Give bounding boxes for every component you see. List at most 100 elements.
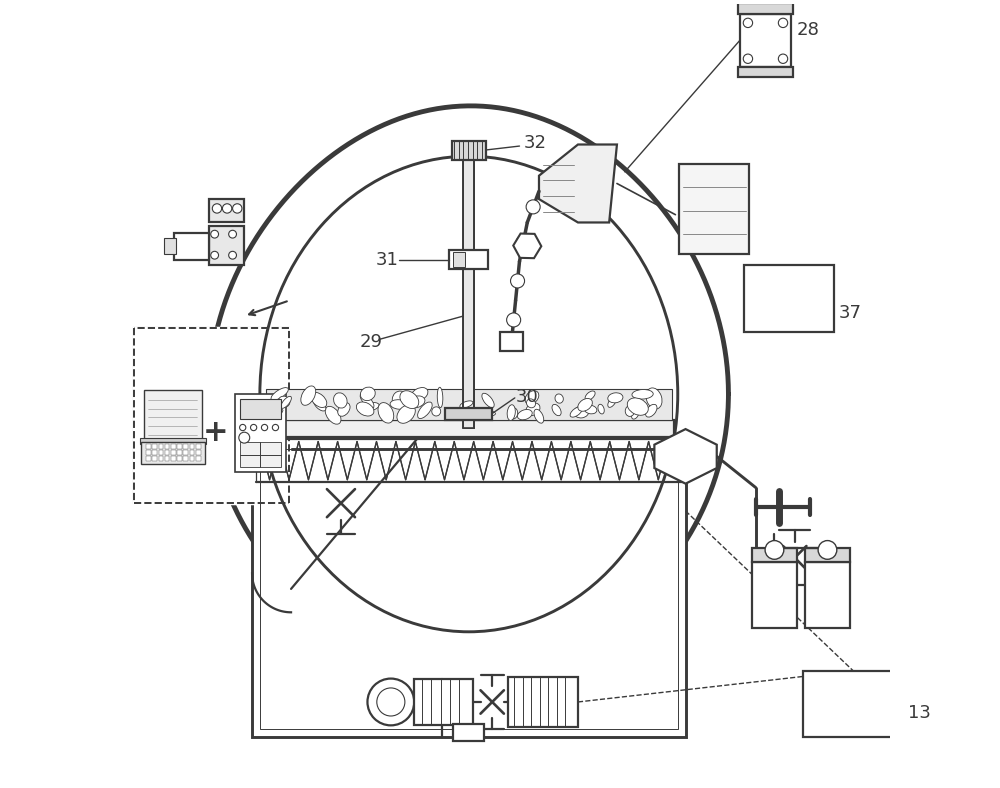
Bar (679, 164, 749, 254)
Bar (752, 562, 797, 628)
Bar (159, 456, 163, 461)
Bar (264, 420, 674, 437)
Ellipse shape (301, 386, 316, 405)
Text: 31: 31 (375, 251, 398, 269)
Bar (196, 450, 201, 455)
Polygon shape (654, 429, 717, 484)
Ellipse shape (408, 396, 425, 407)
Bar (144, 390, 202, 440)
Circle shape (526, 200, 540, 214)
Ellipse shape (378, 403, 394, 423)
Polygon shape (209, 106, 728, 667)
Bar (146, 456, 151, 461)
Bar (190, 456, 194, 461)
Bar (134, 328, 289, 504)
Bar (449, 250, 488, 269)
Ellipse shape (392, 391, 407, 408)
Ellipse shape (525, 391, 539, 404)
Circle shape (743, 54, 753, 63)
Bar (171, 450, 176, 455)
Ellipse shape (574, 406, 589, 418)
Bar (152, 456, 157, 461)
Ellipse shape (278, 396, 290, 407)
Bar (240, 399, 281, 419)
Ellipse shape (552, 404, 561, 416)
Bar (177, 456, 182, 461)
Circle shape (229, 230, 236, 238)
Ellipse shape (555, 394, 563, 403)
Ellipse shape (584, 405, 597, 414)
Ellipse shape (578, 399, 592, 411)
Bar (196, 444, 201, 448)
Circle shape (251, 425, 257, 431)
Bar (177, 444, 182, 448)
Bar (146, 444, 151, 448)
Ellipse shape (627, 398, 648, 415)
Bar (159, 450, 163, 455)
Circle shape (511, 274, 525, 288)
Bar (463, 152, 474, 429)
Bar (152, 450, 157, 455)
Bar (165, 444, 169, 448)
Ellipse shape (267, 410, 283, 419)
Bar (165, 450, 169, 455)
Ellipse shape (646, 388, 662, 409)
Ellipse shape (508, 407, 518, 419)
Bar (266, 388, 672, 420)
Bar (738, 3, 793, 13)
Circle shape (239, 432, 250, 443)
Circle shape (765, 541, 784, 559)
Circle shape (377, 688, 405, 716)
Ellipse shape (632, 389, 653, 399)
Circle shape (516, 235, 530, 249)
Ellipse shape (507, 405, 515, 421)
Ellipse shape (360, 387, 375, 400)
Ellipse shape (390, 400, 408, 409)
Circle shape (743, 18, 753, 28)
Ellipse shape (526, 399, 536, 407)
Ellipse shape (476, 411, 495, 417)
Ellipse shape (585, 391, 595, 400)
Bar (240, 441, 281, 467)
Circle shape (211, 230, 219, 238)
Ellipse shape (311, 392, 327, 407)
Bar (740, 13, 791, 66)
Bar (744, 266, 834, 332)
Bar (190, 444, 194, 448)
Bar (196, 456, 201, 461)
Circle shape (233, 204, 242, 213)
Bar (171, 456, 176, 461)
Ellipse shape (632, 410, 639, 419)
Circle shape (778, 18, 788, 28)
Ellipse shape (325, 407, 341, 424)
Ellipse shape (526, 403, 540, 415)
Bar (183, 456, 188, 461)
Ellipse shape (608, 396, 616, 407)
Bar (453, 252, 465, 267)
Text: 29: 29 (360, 333, 383, 351)
Circle shape (367, 678, 414, 726)
Circle shape (261, 425, 268, 431)
Polygon shape (539, 144, 617, 222)
Ellipse shape (418, 402, 432, 418)
Ellipse shape (271, 388, 288, 400)
Ellipse shape (646, 404, 657, 417)
Circle shape (240, 425, 246, 431)
Ellipse shape (460, 401, 473, 408)
Bar (209, 199, 244, 222)
Bar (260, 448, 678, 729)
Ellipse shape (400, 391, 419, 408)
Bar (134, 328, 289, 504)
Bar (174, 232, 209, 260)
Ellipse shape (570, 407, 582, 417)
Bar (235, 394, 286, 472)
Ellipse shape (517, 410, 532, 420)
Ellipse shape (411, 388, 428, 401)
Bar (152, 444, 157, 448)
Bar (252, 448, 686, 737)
Text: 32: 32 (523, 135, 546, 152)
Bar (209, 226, 244, 266)
Bar (190, 450, 194, 455)
Ellipse shape (397, 404, 415, 423)
Ellipse shape (608, 392, 623, 403)
